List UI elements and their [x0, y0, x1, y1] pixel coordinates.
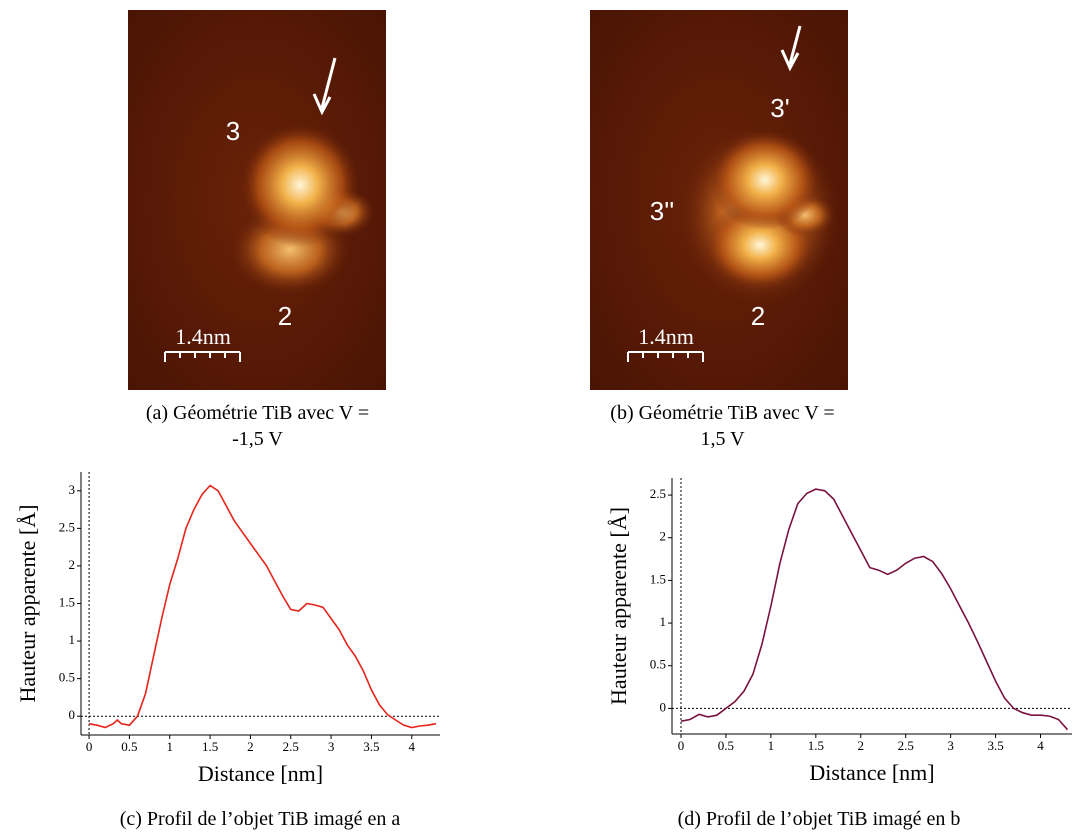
- x-tick-label: 4: [409, 739, 416, 754]
- profile-line: [88, 484, 437, 729]
- x-tick-label: 1: [166, 739, 173, 754]
- x-tick-label: 3: [947, 738, 954, 753]
- feature-label: 3': [770, 93, 789, 123]
- x-tick-label: 2: [247, 739, 254, 754]
- x-tick-label: 2.5: [283, 739, 299, 754]
- x-tick-label: 0: [678, 738, 685, 753]
- y-tick-label: 0: [69, 707, 76, 722]
- profile-line: [680, 488, 1069, 731]
- x-tick-label: 2.5: [898, 738, 914, 753]
- y-tick-label: 2.5: [59, 519, 75, 534]
- caption: (a) Géométrie TiB avec V = -1,5 V: [145, 402, 370, 450]
- x-axis-label: Distance [nm]: [198, 761, 323, 786]
- x-axis-label: Distance [nm]: [809, 760, 934, 785]
- x-tick-label: 3: [328, 739, 335, 754]
- y-tick-label: 1.5: [59, 594, 75, 609]
- x-tick-label: 0.5: [718, 738, 734, 753]
- stm-image-a: [128, 10, 386, 390]
- y-tick-label: 1: [660, 614, 667, 629]
- x-tick-label: 0: [86, 739, 93, 754]
- caption: (b) Géométrie TiB avec V = 1,5 V: [610, 402, 835, 450]
- y-axis-label: Hauteur apparente [Å]: [606, 507, 631, 705]
- y-tick-label: 2: [69, 557, 76, 572]
- x-tick-label: 1.5: [202, 739, 218, 754]
- caption: (d) Profil de l’objet TiB imagé en b: [677, 808, 961, 830]
- x-tick-label: 3.5: [987, 738, 1003, 753]
- feature-label: 1: [851, 215, 865, 245]
- y-tick-label: 0: [660, 699, 667, 714]
- y-axis-label: Hauteur apparente [Å]: [15, 505, 40, 703]
- x-tick-label: 4: [1037, 738, 1044, 753]
- feature-label: 3'': [650, 196, 674, 226]
- y-tick-label: 1.5: [650, 571, 666, 586]
- x-tick-label: 1: [768, 738, 775, 753]
- feature-label: 2: [751, 301, 765, 331]
- caption: (c) Profil de l’objet TiB imagé en a: [119, 808, 401, 830]
- y-tick-label: 2.5: [650, 486, 666, 501]
- stm-image-b: [590, 10, 848, 390]
- y-tick-label: 2: [660, 529, 667, 544]
- y-tick-label: 1: [69, 632, 76, 647]
- x-tick-label: 1.5: [808, 738, 824, 753]
- y-tick-label: 0.5: [59, 670, 75, 685]
- y-tick-label: 3: [69, 482, 76, 497]
- x-tick-label: 2: [858, 738, 865, 753]
- x-tick-label: 0.5: [121, 739, 137, 754]
- feature-label: 3: [226, 116, 240, 146]
- y-tick-label: 0.5: [650, 657, 666, 672]
- feature-label: 2: [278, 301, 292, 331]
- scale-bar-label: 1.4nm: [175, 324, 231, 349]
- scale-bar-label: 1.4nm: [638, 324, 694, 349]
- x-tick-label: 3.5: [363, 739, 379, 754]
- feature-label: 1: [388, 211, 402, 241]
